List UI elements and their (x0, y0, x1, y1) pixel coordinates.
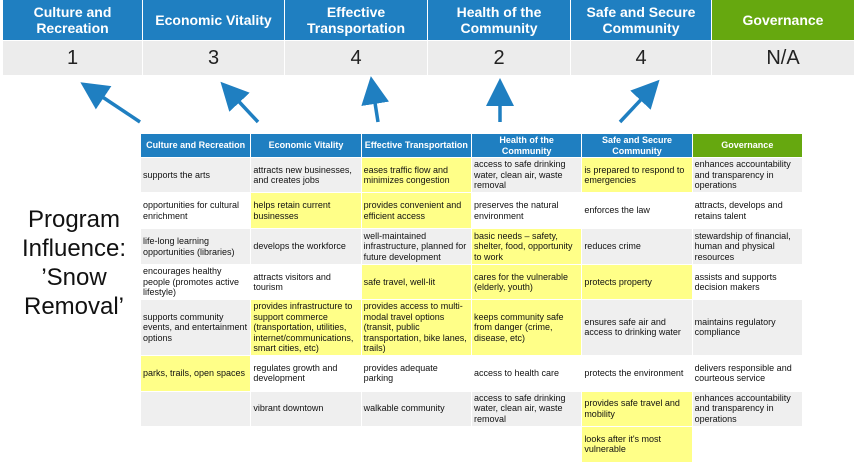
table-cell: attracts, develops and retains talent (691, 192, 804, 229)
arrow-icon (220, 81, 260, 124)
table-cell: enhances accountability and transparency… (691, 390, 804, 427)
column-header: Governance (691, 133, 804, 158)
arrow-icon (361, 76, 389, 123)
table-cell: provides safe travel and mobility (581, 390, 693, 427)
score-value: 4 (285, 40, 428, 75)
table-cell: access to safe drinking water, clean air… (470, 390, 583, 427)
table-cell: regulates growth and development (250, 354, 362, 392)
table-cell: provides convenient and efficient access (360, 192, 472, 229)
score-summary: Culture and Recreation 1 Economic Vitality… (3, 0, 855, 75)
table-cell: ensures safe air and access to drinking … (581, 299, 693, 356)
table-cell: cares for the vulnerable (elderly, youth… (470, 264, 583, 300)
table-cell: protects the environment (581, 354, 693, 392)
table-cell: provides access to multi-modal travel op… (360, 299, 472, 356)
table-cell: attracts visitors and tourism (250, 264, 362, 300)
table-cell: access to health care (470, 354, 583, 392)
influence-table: Culture and Recreation Economic Vitality E… (139, 133, 804, 463)
score-header: Safe and Secure Community (571, 0, 712, 40)
table-cell: vibrant downtown (250, 390, 362, 427)
table-cell: opportunities for cultural enrichment (139, 192, 252, 229)
table-cell: provides adequate parking (360, 354, 472, 392)
table-cell: reduces crime (581, 228, 693, 265)
table-cell (691, 425, 804, 463)
score-value: 1 (3, 40, 143, 75)
table-cell: provides infrastructure to support comme… (250, 299, 362, 356)
table-row: parks, trails, open spaces regulates grow… (139, 354, 804, 392)
table-cell: maintains regulatory compliance (691, 299, 804, 356)
column-header: Safe and Secure Community (581, 133, 693, 158)
score-value: N/A (712, 40, 855, 75)
table-cell: preserves the natural environment (470, 192, 583, 229)
column-header: Culture and Recreation (139, 133, 252, 158)
score-header: Culture and Recreation (3, 0, 143, 40)
table-cell: stewardship of financial, human and phys… (691, 228, 804, 265)
arrow-icon (618, 79, 660, 124)
table-cell: develops the workforce (250, 228, 362, 265)
table-row: encourages healthy people (promotes acti… (139, 264, 804, 300)
table-cell: enforces the law (581, 192, 693, 229)
score-value: 3 (143, 40, 285, 75)
table-cell (250, 425, 362, 463)
table-cell (470, 425, 583, 463)
score-header: Health of the Community (428, 0, 571, 40)
table-cell: access to safe drinking water, clean air… (470, 157, 583, 193)
table-cell: life-long learning opportunities (librar… (139, 228, 252, 265)
table-cell: supports community events, and entertain… (139, 299, 252, 356)
table-cell: walkable community (360, 390, 472, 427)
arrow-icon (80, 82, 141, 124)
table-cell: well-maintained infrastructure, planned … (360, 228, 472, 265)
table-row: life-long learning opportunities (librar… (139, 228, 804, 265)
table-row: looks after it's most vulnerable (139, 425, 804, 463)
column-header: Health of the Community (470, 133, 583, 158)
program-influence-label: Program Influence: ’Snow Removal’ (21, 206, 127, 320)
table-cell: protects property (581, 264, 693, 300)
table-cell: encourages healthy people (promotes acti… (139, 264, 252, 300)
score-header: Effective Transportation (285, 0, 428, 40)
table-row: vibrant downtown walkable community access… (139, 390, 804, 427)
table-row: supports the arts attracts new businesses… (139, 157, 804, 193)
table-cell: looks after it's most vulnerable (581, 425, 693, 463)
table-cell (139, 425, 252, 463)
table-cell (139, 390, 252, 427)
table-cell: basic needs – safety, shelter, food, opp… (470, 228, 583, 265)
table-cell: is prepared to respond to emergencies (581, 157, 693, 193)
table-row: opportunities for cultural enrichment hel… (139, 192, 804, 229)
column-header: Effective Transportation (360, 133, 472, 158)
table-cell: safe travel, well-lit (360, 264, 472, 300)
table-cell: assists and supports decision makers (691, 264, 804, 300)
table-cell: helps retain current businesses (250, 192, 362, 229)
table-cell: supports the arts (139, 157, 252, 193)
table-cell: delivers responsible and courteous servi… (691, 354, 804, 392)
table-cell: keeps community safe from danger (crime,… (470, 299, 583, 356)
table-cell: attracts new businesses, and creates job… (250, 157, 362, 193)
score-header: Economic Vitality (143, 0, 285, 40)
score-value: 4 (571, 40, 712, 75)
score-header: Governance (712, 0, 855, 40)
table-cell (360, 425, 472, 463)
table-cell: enhances accountability and transparency… (691, 157, 804, 193)
table-cell: eases traffic flow and minimizes congest… (360, 157, 472, 193)
score-value: 2 (428, 40, 571, 75)
table-row: supports community events, and entertain… (139, 299, 804, 356)
column-header: Economic Vitality (250, 133, 362, 158)
table-cell: parks, trails, open spaces (139, 354, 252, 392)
